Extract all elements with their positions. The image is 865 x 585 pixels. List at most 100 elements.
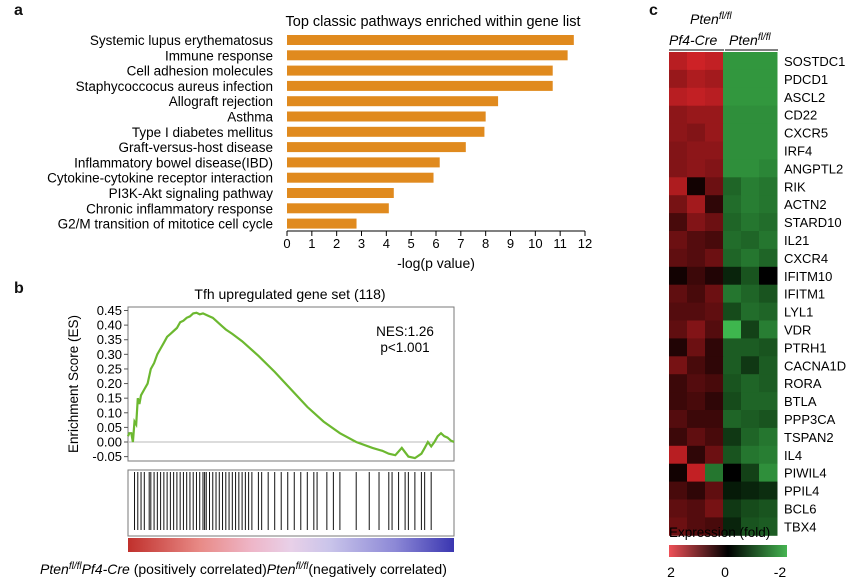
heatmap-cell <box>669 123 688 142</box>
heatmap-gene-label: IFITM1 <box>784 287 825 302</box>
heatmap-cell <box>705 499 724 518</box>
heatmap-cell <box>741 266 760 286</box>
heatmap-cell <box>741 69 760 89</box>
heatmap-gene-label: PPIL4 <box>784 484 819 499</box>
pathway-label: Allograft rejection <box>169 94 273 109</box>
heatmap-gene-label: IL21 <box>784 233 809 248</box>
heatmap-cell <box>687 231 706 250</box>
heatmap-cell <box>687 499 706 518</box>
gsea-y-tick-label: -0.05 <box>92 449 122 464</box>
pathway-label: Graft-versus-host disease <box>118 140 273 155</box>
heatmap-cell <box>741 481 760 500</box>
gsea-y-tick-label: 0.40 <box>97 318 122 333</box>
heatmap-cell <box>723 213 742 232</box>
heatmap-cell <box>669 517 688 536</box>
heatmap-gene-label: CD22 <box>784 108 817 123</box>
pathway-bar <box>287 218 357 229</box>
heatmap-cell <box>669 105 688 125</box>
pathway-bar <box>287 157 440 168</box>
heatmap-cell <box>705 123 724 142</box>
heatmap-gene-label: ACTN2 <box>784 197 827 212</box>
heatmap-cell <box>759 248 778 268</box>
heatmap-cell <box>687 320 706 339</box>
heatmap-gene-label: VDR <box>784 322 811 337</box>
heatmap-cell <box>759 320 778 339</box>
gsea-x-axis-label: Ptenfl/flPf4-Cre (positively correlated)… <box>40 561 447 577</box>
heatmap-cell <box>723 69 742 89</box>
heatmap-cell <box>705 266 724 286</box>
gsea-y-tick-label: 0.20 <box>97 376 122 391</box>
heatmap-cell <box>669 266 688 286</box>
rank-metric-gradient-bar <box>128 538 454 552</box>
heatmap-col-group-1-genotype: Pf4-Cre <box>669 32 717 48</box>
heatmap-col-group-1-label: Ptenfl/fl <box>690 11 732 27</box>
pathway-x-tick-label: 8 <box>482 236 489 251</box>
heatmap-cell <box>723 284 742 304</box>
heatmap-cell <box>741 374 760 393</box>
heatmap-cell <box>741 141 760 160</box>
heatmap-cell <box>669 320 688 339</box>
pathway-x-tick-label: 4 <box>383 236 390 251</box>
heatmap-cell <box>705 445 724 465</box>
pathway-x-tick-label: 0 <box>283 236 290 251</box>
pathway-label: Cytokine-cytokine receptor interaction <box>47 171 273 186</box>
heatmap-cell <box>741 392 760 411</box>
heatmap-cell <box>669 177 688 196</box>
heatmap-gene-label: BTLA <box>784 394 817 409</box>
colorbar-tick-2: 2 <box>667 564 675 580</box>
heatmap-cell <box>669 248 688 268</box>
heatmap-cell <box>687 302 706 321</box>
heatmap-cell <box>741 338 760 357</box>
heatmap-cell <box>687 123 706 142</box>
heatmap-gene-label: RORA <box>784 376 822 391</box>
heatmap-cell <box>705 481 724 500</box>
heatmap-cell <box>759 284 778 304</box>
pathway-label: Staphycoccocus aureus infection <box>76 79 273 94</box>
heatmap-cell <box>705 392 724 411</box>
heatmap-gene-label: PIWIL4 <box>784 466 827 481</box>
heatmap-cell <box>669 159 688 178</box>
heatmap-cell <box>759 427 778 447</box>
heatmap-gene-label: IL4 <box>784 448 802 463</box>
heatmap-cell <box>741 445 760 465</box>
heatmap-gene-label: CXCR4 <box>784 251 828 266</box>
heatmap-cell <box>741 123 760 142</box>
heatmap-cell <box>669 338 688 357</box>
heatmap-cell <box>759 52 778 71</box>
heatmap-cell <box>723 392 742 411</box>
heatmap-cell <box>741 248 760 268</box>
heatmap-cell <box>669 284 688 304</box>
heatmap-cell <box>705 177 724 196</box>
pathway-x-tick-label: 12 <box>578 236 592 251</box>
pathway-x-tick-label: 3 <box>358 236 365 251</box>
pathway-bar <box>287 35 574 45</box>
pathway-x-tick-label: 9 <box>507 236 514 251</box>
heatmap-cell <box>723 159 742 178</box>
gsea-y-tick-label: 0.35 <box>97 332 122 347</box>
heatmap-cell <box>741 499 760 518</box>
pathway-bar <box>287 188 394 198</box>
heatmap-gene-label: LYL1 <box>784 305 813 320</box>
colorbar <box>669 545 787 557</box>
heatmap-cell <box>687 69 706 89</box>
heatmap-cell <box>705 105 724 125</box>
pathway-bar <box>287 126 485 137</box>
heatmap-cell <box>723 338 742 357</box>
heatmap-cell <box>705 302 724 321</box>
heatmap-gene-label: PTRH1 <box>784 340 827 355</box>
heatmap-cell <box>705 52 724 71</box>
pathway-bar <box>287 172 434 183</box>
heatmap-cell <box>759 356 778 375</box>
pathway-label: Immune response <box>165 48 273 63</box>
heatmap-cell <box>759 481 778 500</box>
heatmap-cell <box>669 410 688 429</box>
heatmap-cell <box>687 445 706 465</box>
heatmap-cell <box>723 105 742 125</box>
heatmap-col-group-2-label: Ptenfl/fl <box>729 32 771 48</box>
gsea-y-tick-label: 0.15 <box>97 391 122 406</box>
heatmap-cell <box>759 463 778 483</box>
pathway-bar <box>287 65 553 76</box>
heatmap-cell <box>705 248 724 268</box>
heatmap-gene-label: CACNA1D <box>784 358 846 373</box>
colorbar-tick-0: 0 <box>721 564 729 580</box>
